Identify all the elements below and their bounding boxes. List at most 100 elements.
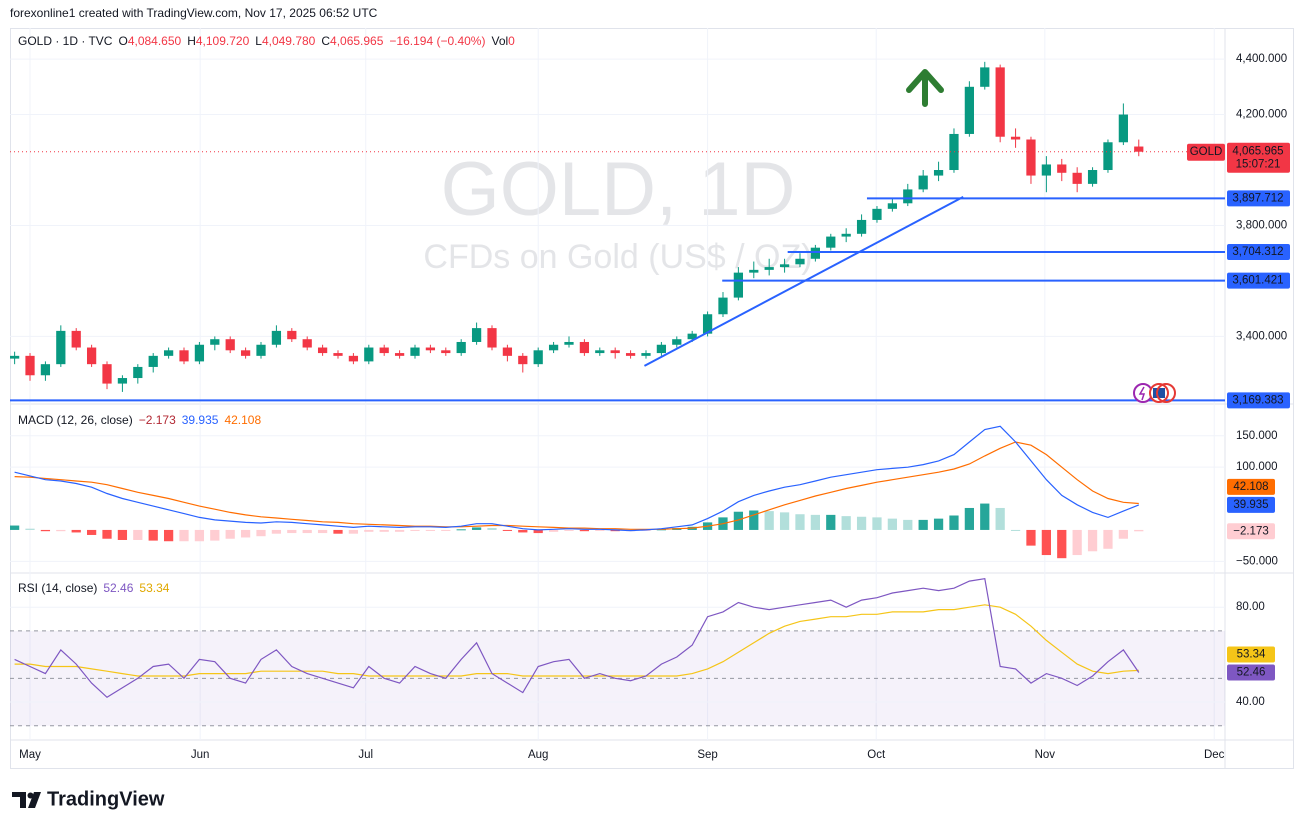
candle-body: [980, 67, 990, 87]
candle-body: [733, 272, 744, 298]
countdown-label: 15:07:21: [1236, 159, 1281, 171]
watermark-description: CFDs on Gold (US$ / OZ): [423, 238, 812, 276]
legend-item: 4,109.720: [196, 34, 250, 48]
candle-body: [364, 347, 374, 362]
plot-layer: May Jun Jul Aug Sep Oct Nov Dec 4,400.000 4,200.0…: [10, 28, 1290, 761]
candle-body: [40, 364, 51, 376]
histogram-bar: [995, 507, 1005, 530]
candle-body: [903, 189, 913, 204]
candle-body: [487, 328, 497, 348]
candle-body: [117, 378, 128, 384]
histogram-bar: [1010, 529, 1021, 531]
candle-body: [425, 347, 436, 351]
candle-body: [564, 341, 574, 345]
candle-body: [302, 339, 312, 348]
level-label: 3,704.312: [1232, 246, 1283, 258]
symbol-tag: GOLD: [1190, 146, 1223, 158]
histogram-bar: [425, 529, 436, 531]
candle-body: [795, 258, 805, 265]
candle-body: [625, 353, 636, 356]
candle-body: [702, 314, 713, 334]
candle-body: [348, 355, 359, 362]
histogram-bar: [40, 529, 51, 532]
candle-body: [133, 366, 143, 379]
logo-mark: [12, 792, 41, 808]
event-icons[interactable]: [1133, 383, 1176, 403]
x-tick-label: Sep: [697, 749, 717, 761]
histogram-bar: [348, 529, 359, 534]
candle-body: [595, 350, 605, 354]
y-tick-label: 4,200.000: [1236, 109, 1287, 121]
y-tick-label: 150.000: [1236, 430, 1278, 442]
legend-item: O: [118, 34, 127, 48]
candle-body: [194, 344, 205, 362]
candle-body: [1010, 136, 1021, 140]
candle-body: [456, 341, 466, 354]
header-text: forexonline1 created with TradingView.co…: [10, 6, 378, 20]
histogram-bar: [1041, 529, 1051, 556]
legend-item: 4,084.650: [128, 34, 182, 48]
x-tick-label: May: [19, 749, 41, 761]
histogram-bar: [410, 529, 420, 531]
level-label: 3,897.712: [1232, 192, 1283, 204]
histogram-bar: [56, 529, 66, 532]
histogram-bar: [271, 529, 282, 534]
histogram-bar: [518, 529, 528, 533]
candle-body: [656, 344, 667, 354]
histogram-bar: [487, 528, 497, 530]
up-arrow-drawing: [906, 69, 944, 107]
candle-body: [672, 339, 682, 345]
candle-body: [502, 347, 513, 356]
watermark-symbol: GOLD, 1D: [441, 147, 796, 232]
legend-item: 53.34: [139, 581, 169, 595]
histogram-bar: [117, 529, 128, 540]
candle-body: [933, 170, 944, 176]
histogram-bar: [749, 510, 759, 530]
candle-body: [764, 267, 774, 270]
axis-value-box: [1227, 664, 1275, 681]
event-icon[interactable]: [1156, 383, 1176, 403]
histogram-bar: [471, 527, 482, 530]
brand-name: TradingView: [47, 788, 165, 810]
level-label: 3,601.421: [1232, 275, 1283, 287]
pane-legend: RSI (14, close) 52.46 53.34: [18, 581, 170, 595]
candle-body: [533, 350, 543, 365]
legend-item: −16.194 (−0.40%): [389, 34, 485, 48]
candle-body: [949, 133, 959, 171]
histogram-bar: [918, 519, 928, 530]
histogram-bar: [764, 511, 774, 530]
histogram-bar: [379, 529, 389, 532]
y-tick-label: −50.000: [1236, 555, 1278, 567]
candle-body: [1087, 170, 1098, 184]
x-tick-label: Nov: [1035, 749, 1056, 761]
macd-line: [14, 425, 1140, 532]
candle-body: [918, 175, 928, 190]
histogram-bar: [933, 518, 944, 530]
histogram-bar: [779, 512, 790, 530]
rsi-ma-line: [14, 604, 1139, 677]
level-label: 3,169.383: [1232, 394, 1283, 406]
histogram-bar: [533, 529, 543, 534]
histogram-bar: [394, 529, 405, 532]
candle-body: [210, 339, 220, 345]
histogram-bar: [456, 529, 466, 531]
candle-body: [810, 247, 820, 259]
event-icon-glyph: [1138, 386, 1146, 401]
legend-item: 39.935: [182, 413, 219, 427]
level-label-box: [1227, 244, 1290, 261]
axis-value-label: 52.46: [1237, 667, 1266, 679]
candle-body: [225, 339, 235, 351]
last-price-box: [1227, 142, 1290, 173]
histogram-bar: [317, 529, 328, 534]
candle-body: [1057, 164, 1067, 173]
histogram-bar: [1072, 529, 1082, 556]
histogram-bar: [133, 529, 143, 540]
histogram-bar: [86, 529, 97, 535]
candle-body: [471, 328, 482, 342]
legend-item: 52.46: [103, 581, 133, 595]
legend-item: 4,049.780: [262, 34, 316, 48]
histogram-bar: [903, 519, 913, 530]
candle-body: [610, 350, 620, 354]
